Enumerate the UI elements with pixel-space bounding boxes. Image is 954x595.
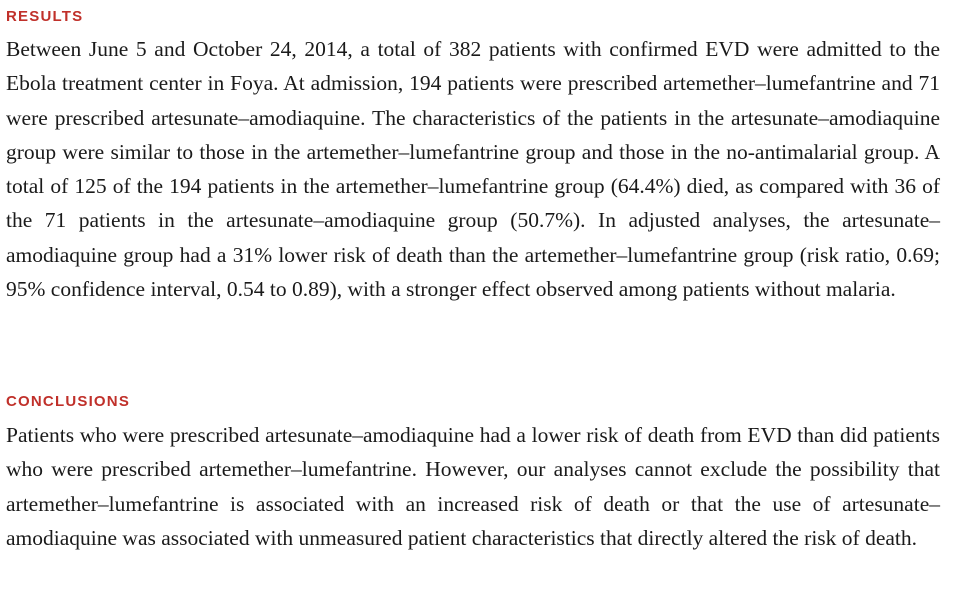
results-heading: RESULTS [6,8,84,25]
conclusions-paragraph: Patients who were prescribed artesunate–… [6,423,940,550]
conclusions-heading: CONCLUSIONS [6,393,131,410]
results-paragraph: Between June 5 and October 24, 2014, a t… [6,37,940,302]
